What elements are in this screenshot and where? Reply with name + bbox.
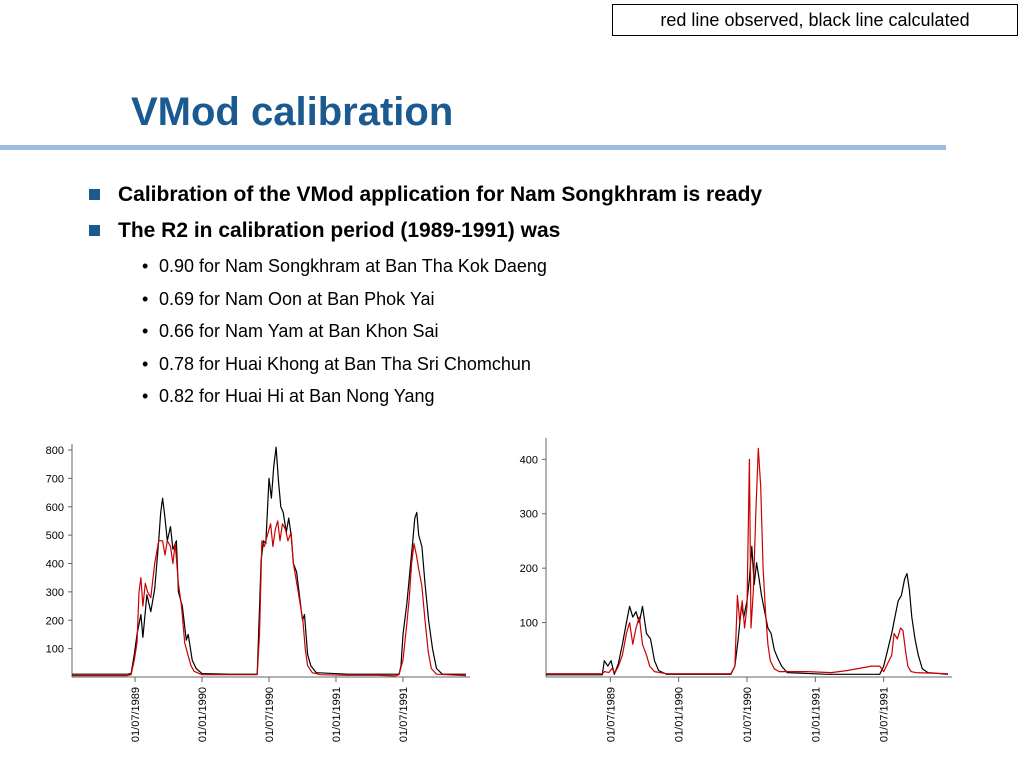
y-tick-label: 100 <box>46 644 64 656</box>
x-tick-label: 01/07/1991 <box>398 687 410 742</box>
legend-note: red line observed, black line calculated <box>612 4 1018 36</box>
r2-item: • 0.69 for Nam Oon at Ban Phok Yai <box>142 287 547 320</box>
r2-list: • 0.90 for Nam Songkhram at Ban Tha Kok D… <box>142 254 547 417</box>
x-tick-label: 01/01/1991 <box>331 687 343 742</box>
dot-bullet-icon: • <box>142 256 149 276</box>
bullet-list: Calibration of the VMod application for … <box>88 181 762 253</box>
x-tick-label: 01/07/1989 <box>605 687 617 742</box>
dot-bullet-icon: • <box>142 386 149 406</box>
x-tick-label: 01/01/1990 <box>674 687 686 742</box>
observed-series-line <box>546 447 949 675</box>
y-tick-label: 400 <box>46 559 64 571</box>
slide-title: VMod calibration <box>131 90 454 134</box>
r2-item: • 0.66 for Nam Yam at Ban Khon Sai <box>142 319 547 352</box>
calibration-chart-left: 100 200 300 400 500 600 700 800 01/07/1989 01/01/… <box>46 444 470 742</box>
dot-bullet-icon: • <box>142 353 149 374</box>
y-tick-label: 200 <box>46 615 64 627</box>
y-tick-label: 300 <box>46 587 64 599</box>
y-tick-label: 200 <box>520 563 538 575</box>
bullet-r2-period: The R2 in calibration period (1989-1991)… <box>88 217 762 253</box>
x-tick-label: 01/07/1989 <box>130 687 142 742</box>
x-tick-label: 01/07/1990 <box>742 687 754 742</box>
y-tick-label: 800 <box>46 445 64 457</box>
bullet-text: The R2 in calibration period (1989-1991)… <box>118 219 561 242</box>
r2-item: • 0.78 for Huai Khong at Ban Tha Sri Chom… <box>142 352 547 385</box>
x-tick-label: 01/01/1991 <box>810 687 822 742</box>
observed-series-line <box>72 520 467 677</box>
y-tick-label: 500 <box>46 530 64 542</box>
title-divider <box>0 145 946 150</box>
y-tick-label: 300 <box>520 509 538 521</box>
y-tick-label: 400 <box>520 454 538 466</box>
r2-text: 0.78 for Huai Khong at Ban Tha Sri Chomc… <box>159 353 531 374</box>
bullet-calibration-ready: Calibration of the VMod application for … <box>88 181 762 217</box>
r2-text: 0.90 for Nam Songkhram at Ban Tha Kok Da… <box>159 256 547 276</box>
dot-bullet-icon: • <box>142 288 149 309</box>
x-tick-label: 01/07/1991 <box>879 687 891 742</box>
calculated-series-line <box>72 446 466 675</box>
bullet-text: Calibration of the VMod application for … <box>118 183 763 206</box>
r2-item: • 0.82 for Huai Hi at Ban Nong Yang <box>142 384 547 417</box>
square-bullet-icon <box>89 225 100 236</box>
r2-text: 0.69 for Nam Oon at Ban Phok Yai <box>159 288 435 309</box>
x-tick-label: 01/07/1990 <box>264 687 276 742</box>
calibration-chart-right: 100 200 300 400 01/07/1989 01/01/1990 01/07/19… <box>520 438 952 742</box>
r2-text: 0.82 for Huai Hi at Ban Nong Yang <box>159 386 435 406</box>
y-tick-label: 700 <box>46 473 64 485</box>
x-tick-label: 01/01/1990 <box>197 687 209 742</box>
y-tick-label: 100 <box>520 618 538 630</box>
calculated-series-line <box>546 545 949 676</box>
y-tick-label: 600 <box>46 502 64 514</box>
square-bullet-icon <box>89 189 100 200</box>
r2-item: • 0.90 for Nam Songkhram at Ban Tha Kok D… <box>142 254 547 287</box>
r2-text: 0.66 for Nam Yam at Ban Khon Sai <box>159 321 439 341</box>
dot-bullet-icon: • <box>142 321 149 341</box>
